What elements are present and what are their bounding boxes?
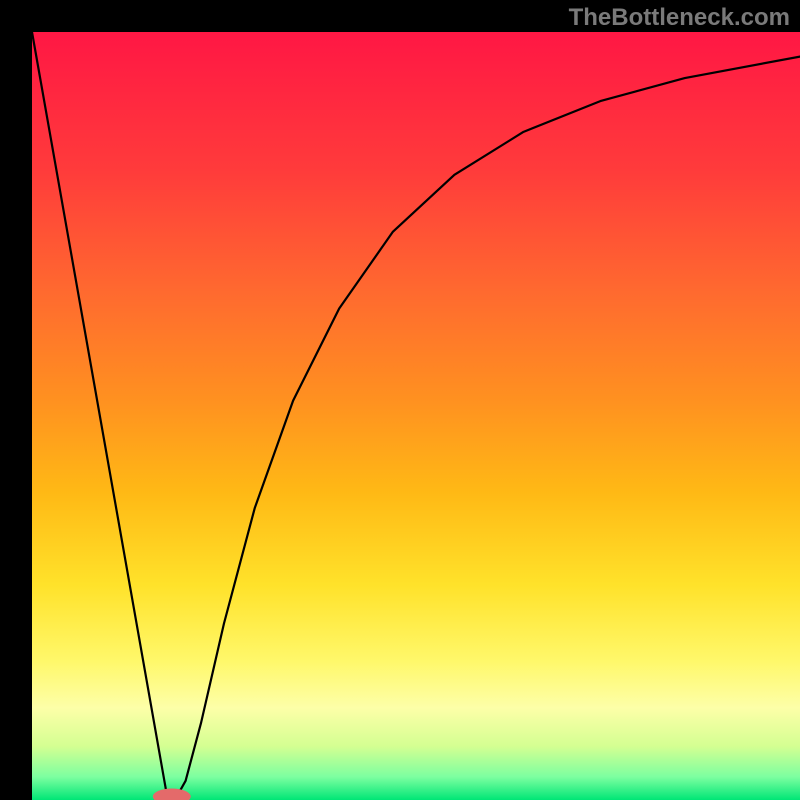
chart-frame: TheBottleneck.com bbox=[0, 0, 800, 800]
bottleneck-plot bbox=[32, 32, 800, 800]
watermark-text: TheBottleneck.com bbox=[569, 4, 790, 32]
